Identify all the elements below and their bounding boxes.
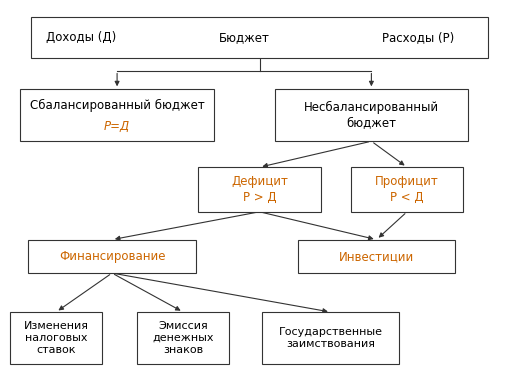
Text: Расходы (Р): Расходы (Р) — [381, 31, 454, 44]
Text: Финансирование: Финансирование — [59, 250, 165, 263]
Bar — [351, 167, 463, 212]
Bar — [10, 312, 102, 364]
Text: Р < Д: Р < Д — [390, 191, 424, 204]
Bar — [275, 89, 468, 141]
Text: Инвестиции: Инвестиции — [339, 250, 414, 263]
Text: Эмиссия
денежных
знаков: Эмиссия денежных знаков — [153, 321, 214, 355]
Text: Несбалансированный
бюджет: Несбалансированный бюджет — [304, 101, 439, 129]
Text: Государственные
заимствования: Государственные заимствования — [279, 327, 383, 349]
Bar — [138, 312, 229, 364]
Bar — [31, 17, 488, 58]
Text: Дефицит: Дефицит — [231, 175, 288, 188]
Text: Доходы (Д): Доходы (Д) — [46, 31, 116, 44]
Bar — [28, 240, 196, 273]
Text: Изменения
налоговых
ставок: Изменения налоговых ставок — [23, 321, 89, 355]
Bar — [198, 167, 321, 212]
Bar — [297, 240, 455, 273]
Bar — [262, 312, 400, 364]
Text: Бюджет: Бюджет — [219, 31, 270, 44]
Bar — [20, 89, 214, 141]
Text: Сбалансированный бюджет: Сбалансированный бюджет — [30, 99, 204, 113]
Text: Р=Д: Р=Д — [104, 120, 130, 133]
Text: Р > Д: Р > Д — [243, 191, 276, 204]
Text: Профицит: Профицит — [375, 175, 439, 188]
